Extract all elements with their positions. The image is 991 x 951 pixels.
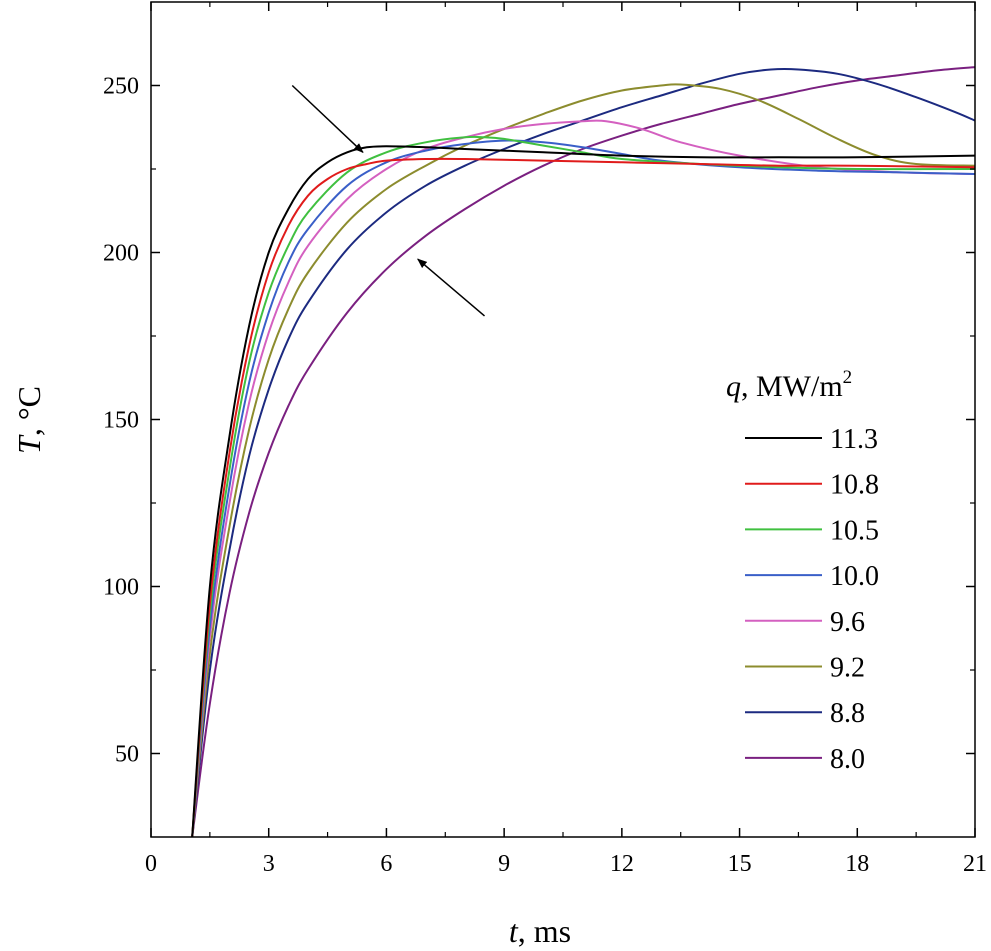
- series-line-8.8: [191, 67, 976, 838]
- legend-items: 11.3 10.8 10.5 10.0 9.6 9.2 8.8 8.0: [745, 424, 879, 775]
- x-axis-title: t, ms: [509, 913, 571, 949]
- y-tick-label: 250: [103, 74, 139, 100]
- y-tick-label: 50: [115, 742, 139, 768]
- annotation-layer: [291, 84, 486, 317]
- ticks-layer: 0 3 6 9 12 15 18 21 50 100 150 200 250: [103, 2, 987, 877]
- x-tick-label: 9: [498, 851, 510, 877]
- legend-label-10.0: 10.0: [830, 561, 879, 592]
- y-tick-label: 150: [103, 408, 139, 434]
- x-tick-label: 12: [610, 851, 634, 877]
- y-axis-title: T, °C: [11, 386, 47, 454]
- legend-label-10.5: 10.5: [830, 515, 879, 546]
- annotation-arrow-1: [291, 84, 364, 153]
- legend: q, MW/m2 11.3 10.8 10.5 10.0 9.6 9.2 8.8 8.0: [726, 367, 879, 775]
- series-line-8.0: [191, 66, 976, 838]
- legend-label-11.3: 11.3: [830, 424, 878, 455]
- series-line-10.8: [191, 157, 976, 838]
- series-line-9.6: [191, 119, 976, 838]
- x-tick-label: 15: [728, 851, 752, 877]
- legend-label-8.8: 8.8: [830, 698, 865, 729]
- x-tick-label: 0: [145, 851, 157, 877]
- series-line-10.0: [191, 139, 976, 838]
- x-tick-label: 21: [963, 851, 987, 877]
- legend-label-8.0: 8.0: [830, 744, 865, 775]
- y-tick-label: 100: [103, 575, 139, 601]
- x-tick-label: 6: [380, 851, 392, 877]
- legend-title: q, MW/m2: [726, 367, 852, 403]
- annotation-arrow-2: [417, 258, 486, 317]
- legend-label-9.2: 9.2: [830, 653, 865, 684]
- legend-label-10.8: 10.8: [830, 470, 879, 501]
- x-tick-label: 3: [263, 851, 275, 877]
- legend-label-9.6: 9.6: [830, 607, 865, 638]
- y-tick-label: 200: [103, 241, 139, 267]
- series-layer: [191, 66, 976, 838]
- x-tick-label: 18: [845, 851, 869, 877]
